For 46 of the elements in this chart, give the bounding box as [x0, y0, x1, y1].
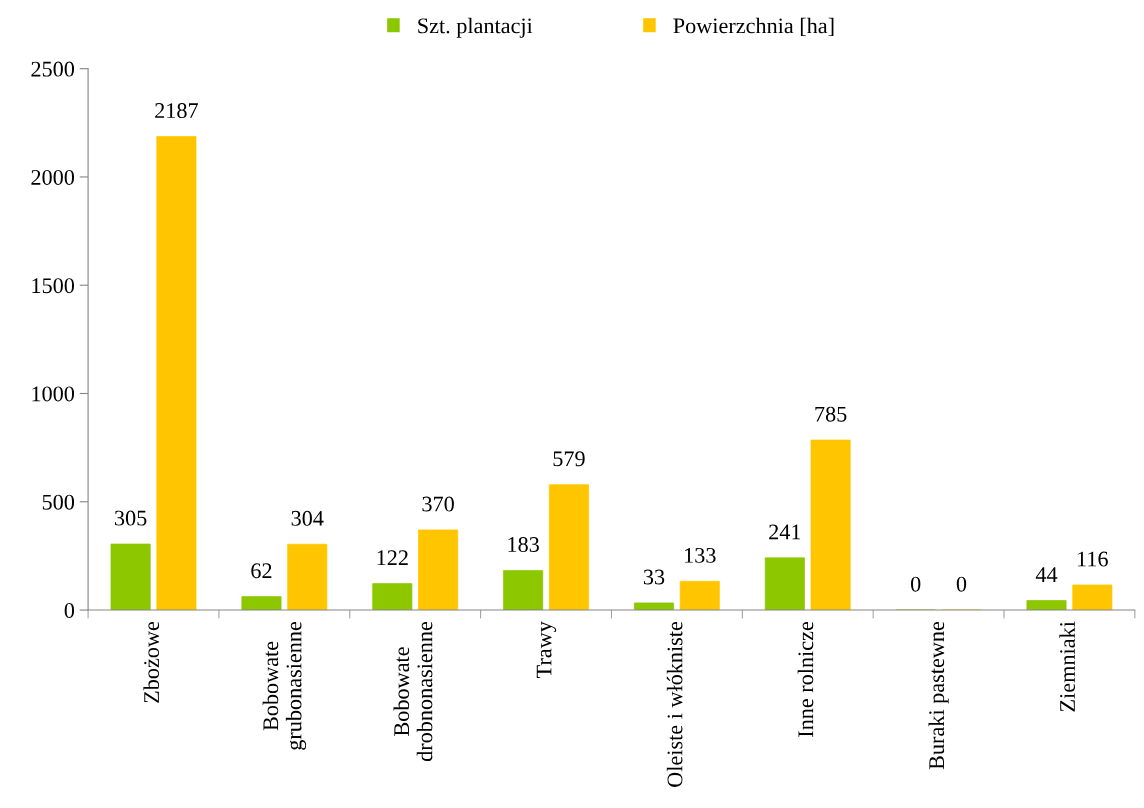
x-tick-label: Buraki pastewne [928, 621, 949, 770]
data-label: 2187 [155, 103, 198, 119]
data-label: 116 [1078, 551, 1108, 567]
bar [503, 570, 544, 611]
data-label: 241 [769, 524, 801, 540]
data-label: 62 [251, 563, 272, 579]
data-label: 305 [115, 510, 147, 526]
bar [548, 484, 589, 611]
bar [679, 580, 720, 611]
y-tick-label: 1000 [32, 386, 75, 402]
data-label: 33 [643, 569, 665, 585]
bar [110, 543, 151, 611]
y-tick-label: 2000 [31, 169, 75, 185]
data-label: 183 [508, 537, 539, 553]
data-label: 304 [291, 510, 324, 526]
data-label: 44 [1035, 567, 1058, 582]
data-label: 785 [815, 406, 847, 422]
data-label: 122 [377, 550, 408, 565]
bar [1026, 600, 1067, 611]
y-tick-label: 1500 [32, 278, 75, 294]
y-tick-label: 2500 [31, 61, 75, 77]
x-tick-label: Bobowate grubonasienne [262, 621, 307, 750]
data-label: 133 [685, 547, 716, 563]
bar [156, 136, 197, 611]
bar [1072, 584, 1113, 611]
data-label: 579 [553, 451, 585, 467]
legend-label: Szt. plantacji [418, 17, 533, 38]
y-tick-label: 500 [42, 494, 75, 510]
bar [764, 557, 805, 611]
x-tick-label: Oleiste i włókniste [666, 621, 683, 787]
legend-label: Powierzchnia [ha] [673, 17, 834, 37]
bar [810, 439, 851, 611]
data-label: 0 [910, 576, 921, 592]
x-tick-label: Trawy [536, 621, 557, 678]
x-tick-label: Zbożowe [143, 621, 160, 703]
x-tick-label: Ziemniaki [1059, 621, 1075, 712]
x-tick-label: Inne rolnicze [797, 621, 814, 737]
bar [287, 543, 328, 611]
bar [241, 596, 282, 611]
bar [418, 529, 459, 611]
bar [372, 583, 413, 611]
bar [634, 602, 674, 611]
data-label: 0 [956, 576, 967, 592]
data-label: 370 [422, 496, 454, 512]
x-tick-label: Bobowate drobnonasienne [393, 621, 433, 762]
y-tick-label: 0 [64, 602, 75, 618]
